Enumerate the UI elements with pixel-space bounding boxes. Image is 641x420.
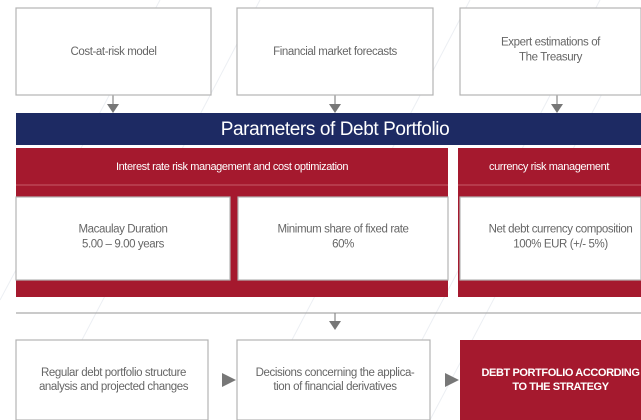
box-text: Net debt currency composition [489,224,633,236]
box-text: The Treasury [519,52,583,64]
box-text: Cost-at-risk model [70,46,156,58]
source-box [459,7,641,96]
section-title: Interest rate risk management and cost o… [116,161,348,173]
box-text: Regular debt portfolio structure [41,367,186,379]
box-text: 100% EUR (+/- 5%) [513,239,608,251]
process-box [15,339,209,420]
box-text: Minimum share of fixed rate [277,224,408,236]
box-text: Macaulay Duration [78,224,167,236]
box-text: analysis and projected changes [39,381,189,393]
box-text: Financial market forecasts [273,46,397,58]
box-text: TO THE STRATEGY [512,381,609,393]
arrows [107,95,563,387]
box-text: Decisions concerning the applica- [256,367,415,379]
box-text: Expert estimations of [501,37,601,49]
source-box [15,7,212,96]
parameter-box [15,196,231,281]
source-box [236,7,434,96]
header-title: Parameters of Debt Portfolio [221,119,450,140]
box-text: DEBT PORTFOLIO ACCORDING [481,367,639,379]
box-text: 60% [332,239,354,251]
box-text: tion of financial derivatives [273,381,397,393]
process-box [236,339,431,420]
header-bar [16,113,641,145]
parameter-box [459,196,641,281]
box-text: 5.00 – 9.00 years [82,239,165,251]
section-title: currency risk management [489,161,609,173]
parameter-box [237,196,449,281]
result-box [460,340,641,420]
